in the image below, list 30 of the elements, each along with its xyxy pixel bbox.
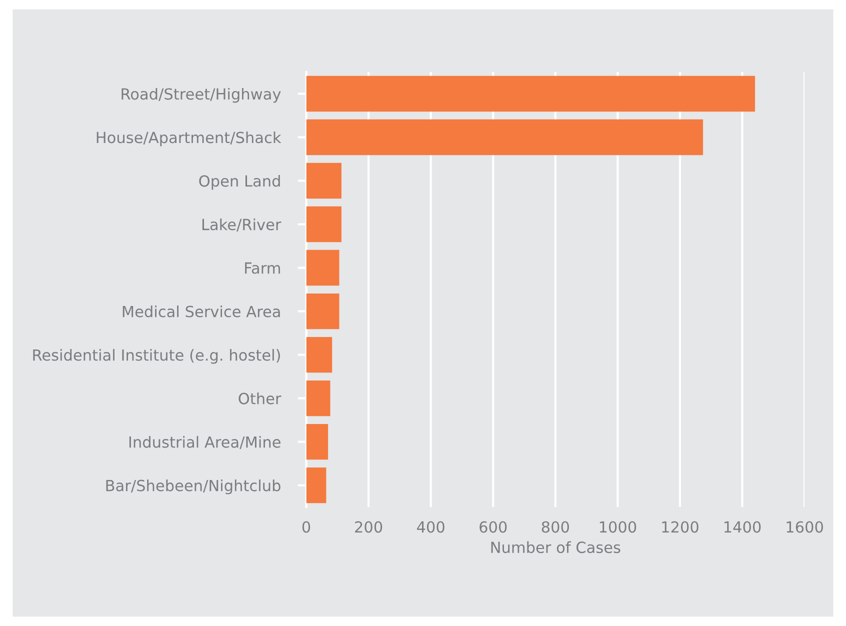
- bar: [306, 336, 332, 373]
- bar: [306, 76, 756, 112]
- x-tick-label: 800: [542, 521, 569, 533]
- x-tick-label: 400: [416, 521, 444, 533]
- bar: [306, 467, 326, 504]
- x-tick-label: 600: [480, 521, 507, 533]
- x-tick-label: 1600: [786, 521, 823, 533]
- bar: [306, 380, 330, 416]
- bar: [306, 206, 342, 242]
- y-tick-label: Other: [238, 392, 282, 404]
- x-tick-label: 1200: [662, 521, 698, 533]
- bar: [306, 250, 340, 286]
- x-tick-label: 200: [355, 521, 382, 533]
- bar: [306, 293, 340, 330]
- y-tick-label: Road/Street/Highway: [122, 88, 281, 103]
- x-tick-label: 1400: [724, 521, 761, 533]
- y-tick-label: House/Apartment/Shack: [96, 131, 282, 146]
- x-tick-label: 1000: [600, 521, 636, 533]
- y-tick-label: Medical Service Area: [122, 305, 280, 318]
- y-tick-label: Bar/Shebeen/Nightclub: [106, 480, 280, 494]
- bar: [306, 424, 328, 460]
- bar: [306, 119, 704, 156]
- y-tick-label: Open Land: [199, 174, 280, 190]
- y-tick-label: Lake/River: [202, 218, 282, 232]
- bar: [306, 162, 342, 199]
- x-tick-label: 0: [302, 521, 310, 533]
- y-tick-label: Industrial Area/Mine: [129, 436, 280, 450]
- y-tick-label: Residential Institute (e.g. hostel): [33, 348, 280, 364]
- y-tick-label: Farm: [245, 262, 280, 274]
- x-axis-title: Number of Cases: [491, 541, 620, 554]
